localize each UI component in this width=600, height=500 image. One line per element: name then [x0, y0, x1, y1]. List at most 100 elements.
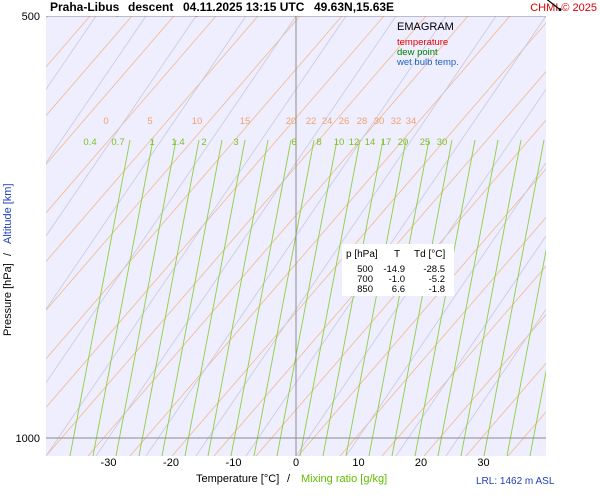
table-cell: -28.5 — [423, 264, 445, 275]
y-axis-label-pressure: Pressure [hPa] — [2, 263, 14, 336]
dry-adiabat-label: 20 — [286, 116, 297, 127]
header-datetime: 04.11.2025 13:15 UTC — [183, 0, 305, 14]
table-cell: 500 — [357, 264, 373, 275]
mixing-ratio-line — [345, 139, 407, 456]
temperature-tick-label: -10 — [226, 457, 242, 469]
dry-adiabat-line — [87, 16, 469, 456]
moist-adiabat-line — [95, 16, 397, 456]
dry-adiabat-label: 10 — [192, 116, 203, 127]
header-copyright: CHMI © 2025 — [530, 2, 597, 14]
table-cell: -1.8 — [429, 284, 445, 295]
mixing-ratio-line — [368, 139, 430, 456]
wind-barb-staff — [546, 0, 561, 11]
mixing-ratio-label: 0.7 — [111, 137, 124, 148]
legend-item-wet-bulb: wet bulb temp. — [396, 57, 459, 68]
mixing-ratio-label: 1.4 — [171, 137, 184, 148]
header-station: Praha-Libus — [50, 0, 120, 14]
dry-adiabat-line — [46, 16, 175, 165]
temperature-tick-label: -20 — [163, 457, 179, 469]
moist-adiabat-line — [46, 16, 197, 237]
dry-adiabat-line — [171, 22, 546, 456]
mixing-ratio-line — [161, 139, 223, 456]
moist-adiabat-line — [395, 235, 546, 456]
mixing-ratio-line — [391, 139, 453, 456]
mixing-ratio-label: 20 — [398, 137, 409, 148]
table-header-t: T — [394, 249, 400, 260]
mixing-ratio-line — [414, 139, 476, 456]
mixing-ratio-label: 14 — [365, 137, 376, 148]
legend-title: EMAGRAM — [397, 21, 454, 33]
mixing-ratio-line — [506, 248, 546, 456]
mixing-ratio-line — [92, 139, 154, 456]
wind-barb — [546, 0, 562, 12]
mixing-ratio-label: 12 — [349, 137, 360, 148]
mixing-ratio-line — [138, 139, 200, 456]
data-table: p [hPa] T Td [°C] 500 -14.9 -28.5 700 -1… — [342, 244, 454, 296]
dry-adiabat-line — [423, 314, 546, 456]
table-cell: -1.0 — [389, 274, 405, 285]
dry-adiabat-line — [46, 16, 385, 408]
dry-adiabat-line — [129, 16, 511, 456]
mixing-ratio-line — [299, 139, 361, 456]
moist-adiabat-line — [46, 16, 247, 311]
dry-adiabat-label: 0 — [103, 116, 108, 127]
mixing-ratio-line — [69, 139, 131, 456]
dry-adiabat-label: 15 — [240, 116, 251, 127]
mixing-ratio-label: 3 — [233, 137, 238, 148]
mixing-ratio-label: 6 — [291, 137, 296, 148]
temperature-tick-label: 0 — [293, 457, 299, 469]
header-coords: 49.63N,15.63E — [314, 0, 394, 14]
mixing-ratio-line — [529, 369, 546, 456]
temperature-tick-label: 20 — [415, 457, 427, 469]
mixing-ratio-label: 2 — [201, 137, 206, 148]
mixing-ratio-label: 17 — [381, 137, 392, 148]
dry-adiabat-line — [46, 16, 427, 456]
dry-adiabat-line — [213, 70, 546, 456]
mixing-ratio-line — [115, 139, 177, 456]
dry-adiabat-label: 24 — [322, 116, 333, 127]
mixing-ratio-line — [253, 139, 315, 456]
dry-adiabat-line — [46, 16, 133, 117]
wind-barbs — [546, 0, 562, 12]
table-cell: 6.6 — [392, 284, 405, 295]
data-table-bg — [342, 244, 454, 296]
dry-adiabat-line — [339, 216, 546, 456]
dry-adiabat-label: 28 — [357, 116, 368, 127]
dry-adiabat-label: 22 — [306, 116, 317, 127]
moist-adiabat-line — [295, 88, 546, 456]
dry-adiabat-label: 30 — [374, 116, 385, 127]
mixing-ratio-line — [184, 139, 246, 456]
mixing-ratio-line — [460, 139, 522, 456]
dry-adiabat-line — [46, 16, 217, 214]
temperature-tick-label: -30 — [101, 457, 117, 469]
dry-adiabat-label: 5 — [147, 116, 152, 127]
dry-adiabat-line — [381, 265, 546, 456]
header-mode: descent — [128, 0, 173, 14]
pressure-tick-label: 1000 — [16, 433, 40, 445]
legend-item-dew-point: dew point — [397, 47, 438, 58]
mixing-ratio-line — [437, 139, 499, 456]
mixing-ratio-line — [207, 139, 269, 456]
dry-adiabat-label: 26 — [339, 116, 350, 127]
y-axis-label-altitude: Altitude [km] — [2, 183, 14, 244]
dry-adiabat-line — [465, 362, 546, 456]
footer-lrl: LRL: 1462 m ASL — [476, 476, 555, 487]
x-axis-label-temperature: Temperature [°C] — [196, 473, 279, 485]
table-cell: -5.2 — [429, 274, 445, 285]
table-cell: -14.9 — [383, 264, 405, 275]
mixing-ratio-label: 25 — [420, 137, 431, 148]
mixing-ratio-line — [276, 139, 338, 456]
table-header-td: Td [°C] — [414, 249, 445, 260]
dry-adiabat-line — [46, 16, 343, 360]
moist-adiabat-line — [195, 16, 497, 456]
mixing-ratio-line — [483, 139, 545, 456]
dry-adiabat-label: 32 — [391, 116, 402, 127]
table-cell: 850 — [357, 284, 373, 295]
mixing-ratio-label: 10 — [334, 137, 345, 148]
mixing-ratio-label: 30 — [437, 137, 448, 148]
legend: EMAGRAM temperature dew point wet bulb t… — [396, 21, 459, 68]
x-axis-label-sep: / — [287, 473, 291, 485]
dry-adiabat-line — [46, 16, 301, 311]
